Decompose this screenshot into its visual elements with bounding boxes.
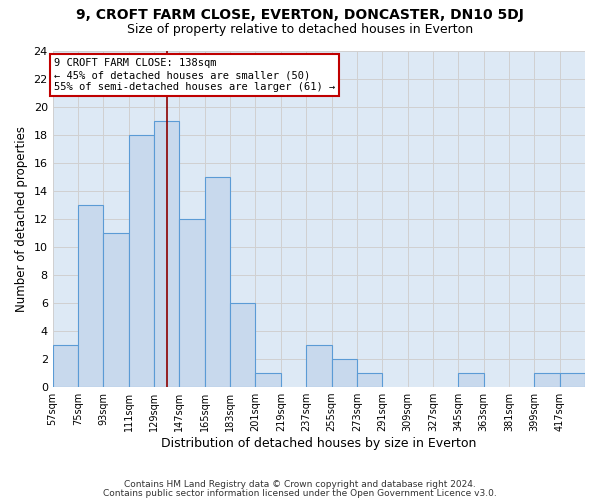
Bar [129,136,154,387]
Bar [560,373,585,387]
Bar [179,220,205,387]
Bar [256,373,281,387]
Bar [103,234,129,387]
Bar [535,373,560,387]
Bar [458,373,484,387]
Bar [78,206,103,387]
Text: Contains public sector information licensed under the Open Government Licence v3: Contains public sector information licen… [103,488,497,498]
Bar [154,122,179,387]
Bar [205,178,230,387]
Y-axis label: Number of detached properties: Number of detached properties [15,126,28,312]
Bar [357,373,382,387]
Text: 9, CROFT FARM CLOSE, EVERTON, DONCASTER, DN10 5DJ: 9, CROFT FARM CLOSE, EVERTON, DONCASTER,… [76,8,524,22]
X-axis label: Distribution of detached houses by size in Everton: Distribution of detached houses by size … [161,437,476,450]
Text: Contains HM Land Registry data © Crown copyright and database right 2024.: Contains HM Land Registry data © Crown c… [124,480,476,489]
Bar [53,345,78,387]
Text: 9 CROFT FARM CLOSE: 138sqm
← 45% of detached houses are smaller (50)
55% of semi: 9 CROFT FARM CLOSE: 138sqm ← 45% of deta… [54,58,335,92]
Bar [230,303,256,387]
Bar [306,345,332,387]
Text: Size of property relative to detached houses in Everton: Size of property relative to detached ho… [127,22,473,36]
Bar [332,359,357,387]
